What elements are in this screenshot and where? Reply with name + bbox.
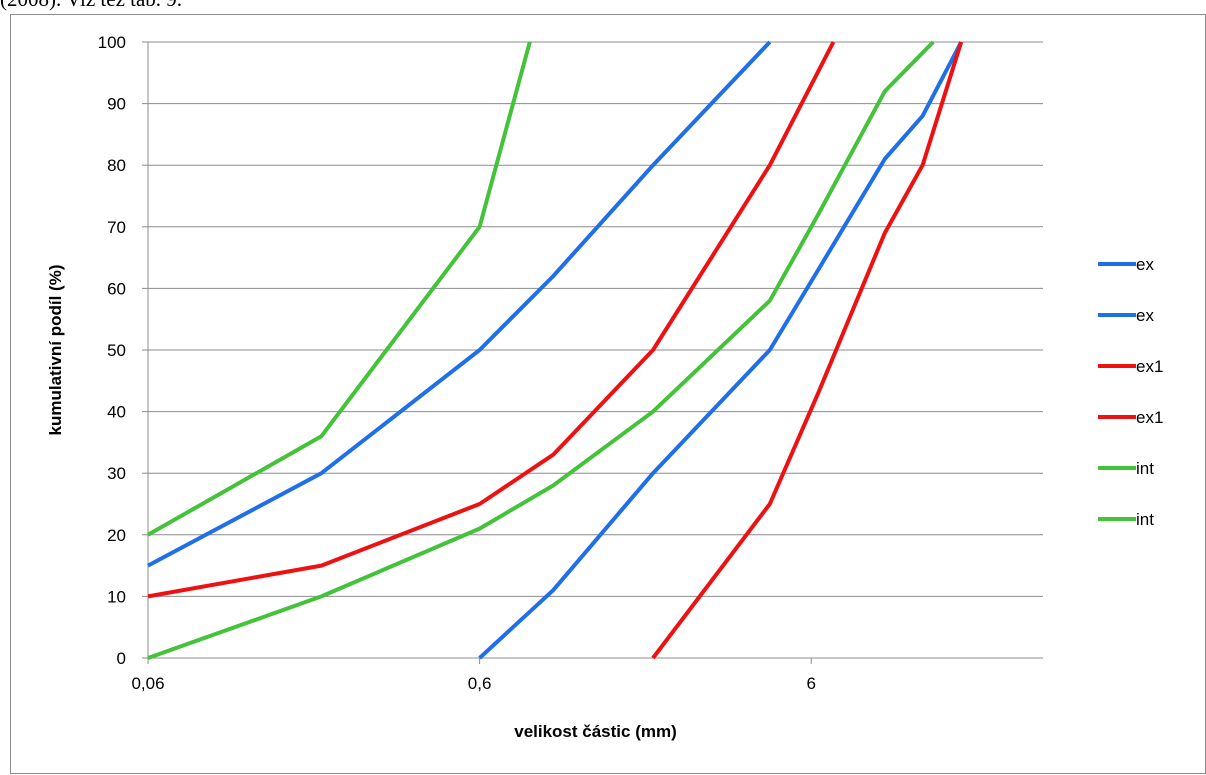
tick-labels: 0 10 20 30 40 50 60 70 80 90 100 0,06 0,6 6: [98, 33, 816, 693]
series-line-int-6: [147, 40, 935, 660]
legend-label-ex-2: ex: [1136, 306, 1154, 325]
legend-label-int-6: int: [1136, 510, 1154, 529]
y-tick-label: 70: [107, 218, 126, 237]
line-chart: 0 10 20 30 40 50 60 70 80 90 100 0,06 0,6 6 velikost …: [46, 33, 1163, 741]
y-axis-title: kumulativní podíl (%): [46, 265, 65, 436]
axes: [142, 41, 1043, 664]
y-tick-label: 30: [107, 464, 126, 483]
y-tick-label: 50: [107, 341, 126, 360]
y-tick-label: 10: [107, 587, 126, 606]
legend-label-int-5: int: [1136, 459, 1154, 478]
chart-area: 0 10 20 30 40 50 60 70 80 90 100 0,06 0,6 6 velikost …: [10, 14, 1206, 774]
page-top-text: (2008). Viz též tab. 9.: [0, 0, 182, 12]
x-tick-label: 0,06: [131, 674, 164, 693]
y-tick-label: 0: [117, 649, 126, 668]
series-line-int-5: [147, 41, 532, 537]
x-tick-label: 6: [806, 674, 815, 693]
series-line-ex-2: [478, 41, 963, 660]
y-tick-label: 100: [98, 33, 126, 52]
legend-label-ex-1: ex: [1136, 255, 1154, 274]
y-tick-label: 80: [107, 156, 126, 175]
y-tick-label: 20: [107, 526, 126, 545]
series-line-ex-1: [147, 40, 772, 568]
y-tick-label: 60: [107, 279, 126, 298]
legend-label-ex1-3: ex1: [1136, 357, 1163, 376]
x-axis-title: velikost částic (mm): [514, 722, 677, 741]
y-tick-label: 90: [107, 95, 126, 114]
y-tick-label: 40: [107, 403, 126, 422]
data-series: [147, 40, 964, 660]
series-line-ex1-3: [147, 41, 836, 599]
series-line-ex1-4: [651, 41, 964, 660]
legend-label-ex1-4: ex1: [1136, 408, 1163, 427]
legend: ex ex ex1 ex1 int int: [1098, 255, 1163, 529]
x-tick-label: 0,6: [468, 674, 492, 693]
